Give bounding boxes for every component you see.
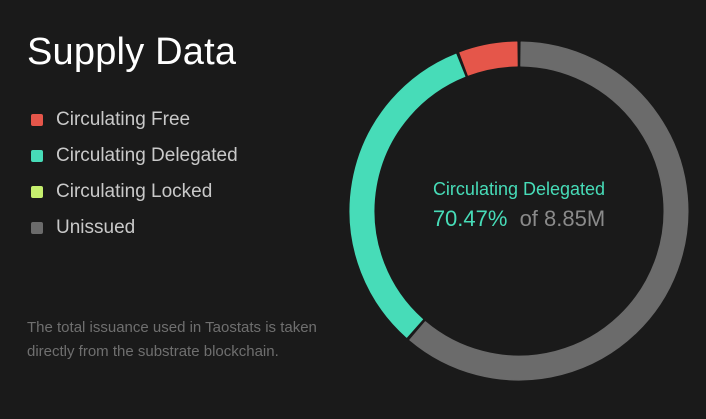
legend-swatch-unissued [31,222,43,234]
legend-label-delegated: Circulating Delegated [56,145,238,166]
footnote-text: The total issuance used in Taostats is t… [27,319,317,360]
chart-legend: Circulating Free Circulating Delegated C… [31,102,238,246]
legend-item-circulating-delegated[interactable]: Circulating Delegated [31,138,238,174]
donut-slices [349,41,689,381]
legend-swatch-locked [31,186,43,198]
legend-label-unissued: Unissued [56,217,136,238]
center-percent: 70.47% [433,206,508,231]
page-title: Supply Data [27,31,237,73]
center-value: 70.47% of 8.85M [433,206,605,231]
legend-item-circulating-free[interactable]: Circulating Free [31,102,238,138]
legend-label-locked: Circulating Locked [56,181,213,202]
legend-swatch-delegated [31,150,43,162]
legend-label-free: Circulating Free [56,109,191,130]
center-label: Circulating Delegated [433,179,605,199]
slice-unissued[interactable] [409,41,689,381]
legend-swatch-free [31,114,43,126]
slice-circulating-free[interactable] [459,41,518,76]
legend-item-circulating-locked[interactable]: Circulating Locked [31,174,238,210]
slice-circulating-delegated[interactable] [349,53,466,338]
legend-item-unissued[interactable]: Unissued [31,210,238,246]
center-total: of 8.85M [520,206,606,231]
